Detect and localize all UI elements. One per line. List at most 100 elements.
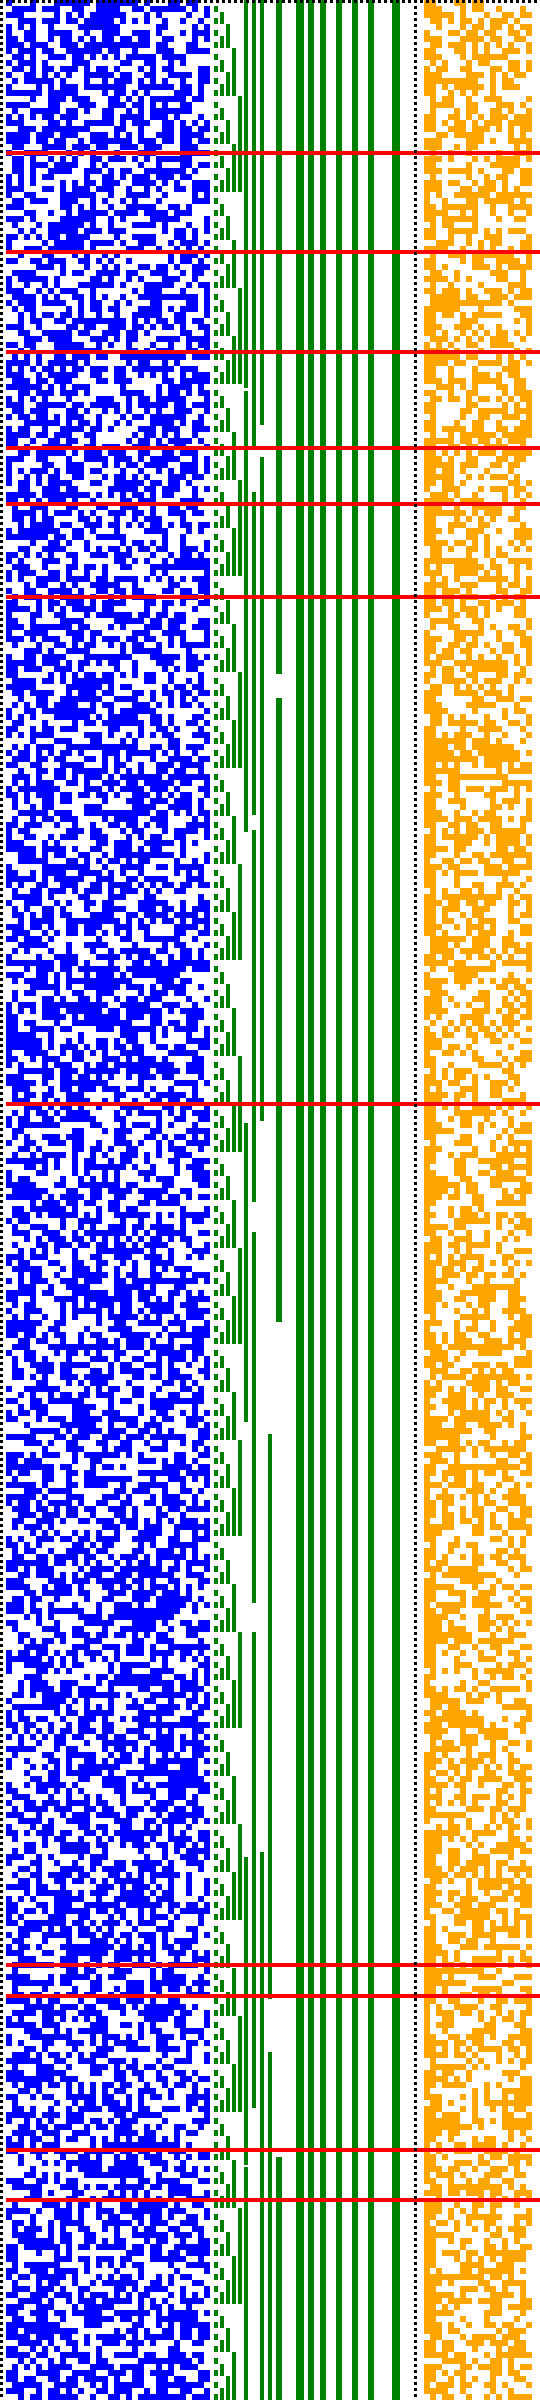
orange-bit-run xyxy=(424,48,436,54)
blue-bit-run xyxy=(54,768,66,774)
green-counter-bit xyxy=(214,558,218,564)
blue-bit-run xyxy=(96,1800,108,1806)
blue-bit-run xyxy=(36,1566,54,1572)
blue-bit-run xyxy=(132,234,156,240)
blue-bit-run xyxy=(132,942,138,948)
green-counter-bit xyxy=(238,1722,242,1728)
blue-bit-run xyxy=(114,1608,180,1614)
orange-bit-run xyxy=(496,42,502,48)
blue-bit-run xyxy=(108,1386,120,1392)
green-counter-bit xyxy=(238,1854,242,1860)
green-counter-bit xyxy=(232,2358,236,2364)
green-counter-bit xyxy=(232,1884,236,1890)
blue-bit-run xyxy=(66,1092,84,1098)
green-counter-bit xyxy=(238,1440,242,1446)
blue-bit-run xyxy=(168,72,192,78)
blue-bit-run xyxy=(60,366,66,372)
orange-bit-run xyxy=(508,372,520,378)
blue-bit-run xyxy=(162,918,174,924)
blue-bit-run xyxy=(48,570,60,576)
green-counter-bit xyxy=(214,1998,218,2004)
blue-bit-run xyxy=(12,504,18,510)
blue-bit-run xyxy=(18,1914,24,1920)
blue-bit-run xyxy=(42,1116,54,1122)
blue-bit-run xyxy=(198,768,204,774)
green-counter-bit xyxy=(238,558,242,564)
blue-bit-run xyxy=(42,1698,66,1704)
green-counter-bit xyxy=(214,1734,218,1740)
blue-bit-run xyxy=(90,468,102,474)
green-counter-bit xyxy=(232,1776,236,1782)
blue-bit-run xyxy=(192,1134,198,1140)
blue-bit-run xyxy=(48,2082,60,2088)
blue-bit-run xyxy=(138,1944,144,1950)
blue-bit-run xyxy=(204,2010,210,2016)
blue-bit-run xyxy=(120,60,132,66)
orange-bit-run xyxy=(424,408,436,414)
blue-bit-run xyxy=(144,2328,150,2334)
blue-bit-run xyxy=(114,2112,126,2118)
green-counter-column xyxy=(320,1920,326,2400)
blue-bit-run xyxy=(30,816,36,822)
orange-bit-run xyxy=(430,576,436,582)
blue-bit-run xyxy=(72,528,84,534)
blue-bit-run xyxy=(24,2328,78,2334)
blue-bit-run xyxy=(42,1164,48,1170)
blue-bit-run xyxy=(96,1206,102,1212)
blue-bit-run xyxy=(204,456,210,462)
blue-bit-run xyxy=(84,42,150,48)
green-counter-bit xyxy=(214,666,218,672)
blue-bit-run xyxy=(156,1092,186,1098)
blue-bit-run xyxy=(60,1224,66,1230)
green-counter-bit xyxy=(220,1356,224,1362)
orange-bit-run xyxy=(484,42,490,48)
blue-bit-run xyxy=(72,768,108,774)
orange-bit-run xyxy=(430,108,436,114)
blue-bit-run xyxy=(126,1872,132,1878)
blue-bit-run xyxy=(42,48,54,54)
blue-bit-run xyxy=(30,42,48,48)
blue-bit-run xyxy=(66,1710,78,1716)
blue-bit-run xyxy=(150,960,162,966)
orange-bit-run xyxy=(478,414,490,420)
green-counter-column xyxy=(244,2167,248,2400)
blue-bit-run xyxy=(156,1632,168,1638)
green-counter-bit xyxy=(238,1836,242,1842)
blue-bit-run xyxy=(42,660,60,666)
blue-bit-run xyxy=(198,66,210,72)
blue-bit-run xyxy=(186,300,198,306)
green-counter-bit xyxy=(226,2340,230,2346)
blue-bit-run xyxy=(186,2262,210,2268)
blue-bit-run xyxy=(108,306,120,312)
green-counter-bit xyxy=(214,2034,218,2040)
green-counter-bit xyxy=(226,2250,230,2256)
blue-bit-run xyxy=(6,2256,18,2262)
green-counter-bit xyxy=(220,2010,224,2016)
blue-bit-run xyxy=(132,30,150,36)
blue-bit-run xyxy=(12,996,18,1002)
blue-bit-run xyxy=(66,120,72,126)
blue-bit-run xyxy=(84,120,114,126)
blue-bit-run xyxy=(66,924,78,930)
blue-bit-run xyxy=(96,1896,102,1902)
orange-bit-run xyxy=(478,474,484,480)
blue-bit-run xyxy=(162,1134,168,1140)
blue-bit-run xyxy=(66,540,72,546)
orange-bit-run xyxy=(460,408,472,414)
green-counter-bit xyxy=(238,2106,242,2112)
blue-bit-run xyxy=(102,1584,114,1590)
blue-bit-run xyxy=(120,1440,132,1446)
blue-bit-run xyxy=(180,30,186,36)
orange-bit-run xyxy=(508,42,514,48)
blue-bit-run xyxy=(168,1698,174,1704)
blue-bit-run xyxy=(138,2358,192,2364)
blue-bit-run xyxy=(42,1512,60,1518)
blue-bit-run xyxy=(192,1752,204,1758)
green-counter-bit xyxy=(232,1314,236,1320)
blue-bit-run xyxy=(48,30,72,36)
blue-bit-run xyxy=(192,474,204,480)
blue-bit-run xyxy=(60,960,78,966)
blue-bit-run xyxy=(102,1434,120,1440)
blue-bit-run xyxy=(36,1812,42,1818)
blue-bit-run xyxy=(174,558,210,564)
